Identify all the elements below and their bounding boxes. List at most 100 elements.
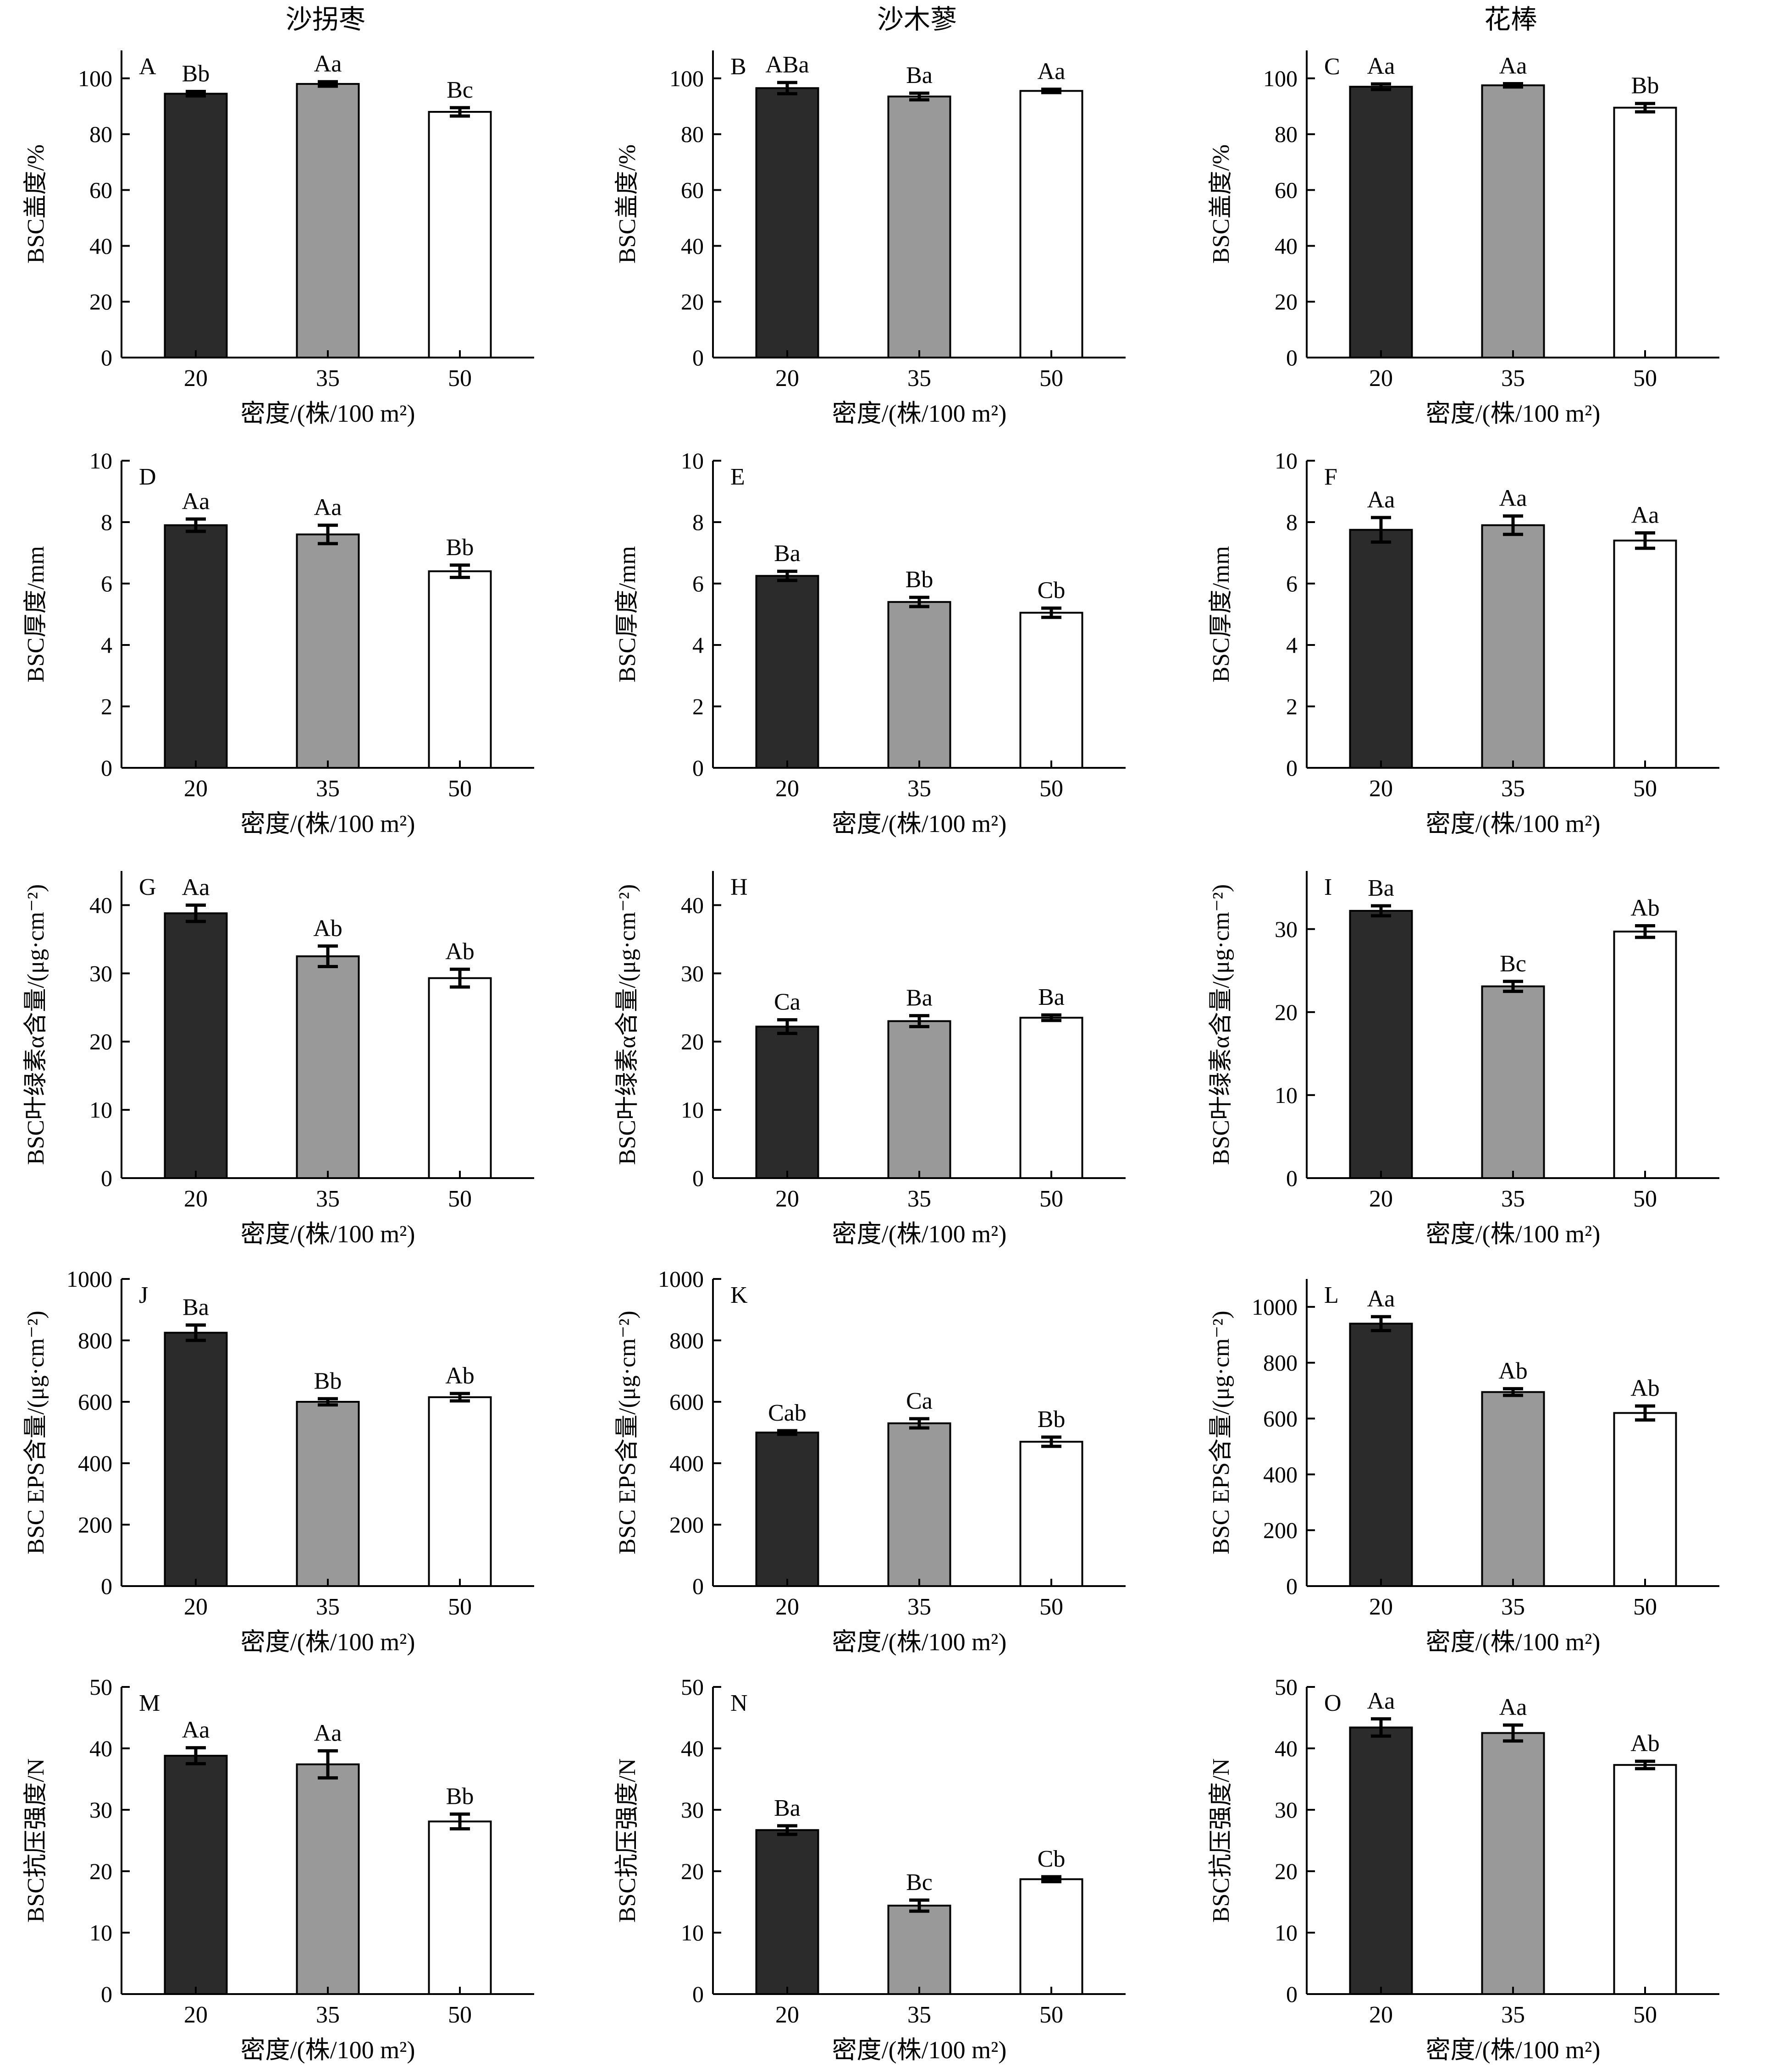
y-tick-label: 800	[669, 1328, 704, 1353]
significance-label: Aa	[1367, 1688, 1395, 1714]
y-tick-label: 6	[101, 571, 112, 596]
y-tick-label: 0	[1286, 1573, 1298, 1599]
y-tick-label: 10	[1275, 448, 1298, 474]
bar	[164, 912, 228, 1179]
y-tick-label: 0	[692, 1165, 704, 1191]
bar	[1613, 540, 1677, 769]
bar	[1613, 106, 1677, 358]
x-tick-label: 20	[1369, 365, 1393, 391]
significance-label: Aa	[314, 495, 342, 521]
significance-label: Aa	[1499, 485, 1527, 512]
y-tick-label: 10	[1275, 1920, 1298, 1945]
bar	[755, 575, 819, 769]
panel-G: 0 10 20 30 40 G BSC叶绿素α含量/(μg·cm⁻²) Aa 20 Ab 35 Ab 5…	[23, 871, 534, 1248]
y-tick-label: 30	[681, 1797, 704, 1823]
significance-label: Aa	[182, 874, 210, 900]
bar	[755, 87, 819, 358]
bar	[1349, 909, 1413, 1179]
x-tick-label: 35	[907, 2002, 931, 2028]
bar	[1019, 90, 1083, 358]
panel-letter: O	[1324, 1690, 1342, 1716]
bar	[1481, 524, 1545, 769]
significance-label: Ab	[313, 915, 342, 942]
bar	[1481, 985, 1545, 1179]
bar	[1349, 86, 1413, 358]
x-axis-label: 密度/(株/100 m²)	[832, 1628, 1007, 1656]
significance-label: Ab	[1498, 1358, 1528, 1384]
bar	[755, 1025, 819, 1179]
x-tick-label: 35	[907, 776, 931, 802]
x-axis-label: 密度/(株/100 m²)	[1426, 1628, 1601, 1656]
bar	[755, 1829, 819, 1995]
bar	[164, 1755, 228, 1995]
panel-D: 0 2 4 6 8 10 D BSC厚度/mm Aa 20 Aa 35 Bb 50 密度/(株/100 m²…	[23, 448, 534, 838]
y-tick-label: 400	[1263, 1461, 1298, 1487]
significance-label: Bc	[1500, 951, 1526, 977]
column-title-1: 沙拐枣	[286, 5, 365, 34]
bar	[296, 1763, 360, 1995]
x-tick-label: 50	[1633, 1186, 1657, 1212]
x-tick-label: 35	[316, 365, 340, 391]
bar	[428, 1820, 492, 1995]
significance-label: Aa	[182, 488, 210, 514]
x-axis-label: 密度/(株/100 m²)	[241, 810, 415, 838]
x-tick-label: 20	[775, 2002, 799, 2028]
bar	[1481, 1391, 1545, 1587]
panel-I: 0 10 20 30 I BSC叶绿素α含量/(μg·cm⁻²) Ba 20 Bc 35 Ab 50 密…	[1208, 871, 1719, 1248]
x-tick-label: 50	[448, 2002, 472, 2028]
y-tick-label: 0	[101, 1981, 112, 2007]
panel-letter: B	[730, 54, 746, 80]
y-tick-label: 800	[1263, 1350, 1298, 1376]
y-axis-label: BSC叶绿素α含量/(μg·cm⁻²)	[1208, 884, 1234, 1165]
x-tick-label: 35	[907, 1594, 931, 1620]
bar	[887, 1422, 951, 1587]
y-axis-label: BSC EPS含量/(μg·cm⁻²)	[614, 1311, 641, 1554]
panel-N: 0 10 20 30 40 50 N BSC抗压强度/N Ba 20 Bc 35 Cb 50 密度/(株/1…	[614, 1674, 1126, 2064]
significance-label: Bb	[446, 1783, 474, 1809]
y-tick-label: 20	[681, 1858, 704, 1884]
bar	[164, 1332, 228, 1587]
x-axis-label: 密度/(株/100 m²)	[241, 1220, 415, 1248]
significance-label: Ab	[1630, 895, 1660, 921]
significance-label: Ca	[774, 989, 801, 1015]
y-tick-label: 50	[89, 1674, 112, 1700]
significance-label: ABa	[765, 52, 809, 78]
significance-label: Bb	[1631, 73, 1659, 99]
y-tick-label: 10	[89, 1920, 112, 1945]
y-tick-label: 60	[681, 177, 704, 203]
y-tick-label: 10	[681, 448, 704, 474]
significance-label: Bb	[906, 567, 933, 593]
panel-K: 0 200 400 600 800 1000 K BSC EPS含量/(μg·cm⁻²) Cab…	[614, 1266, 1126, 1656]
significance-label: Aa	[1367, 1286, 1395, 1312]
y-axis-label: BSC抗压强度/N	[1208, 1758, 1234, 1923]
panel-L: 0 200 400 600 800 1000 L BSC EPS含量/(μg·cm⁻²) Aa 2…	[1208, 1279, 1719, 1656]
y-tick-label: 200	[669, 1512, 704, 1537]
x-tick-label: 50	[1039, 1594, 1063, 1620]
y-tick-label: 2	[101, 694, 112, 719]
x-tick-label: 35	[1501, 776, 1525, 802]
significance-label: Bb	[446, 535, 474, 561]
y-axis-label: BSC叶绿素α含量/(μg·cm⁻²)	[23, 884, 49, 1165]
significance-label: Bc	[447, 77, 473, 103]
y-tick-label: 1000	[1252, 1294, 1298, 1320]
x-tick-label: 50	[448, 776, 472, 802]
bar	[1613, 1764, 1677, 1995]
x-tick-label: 35	[907, 365, 931, 391]
y-tick-label: 0	[101, 1165, 112, 1191]
y-tick-label: 40	[89, 892, 112, 918]
x-tick-label: 50	[1039, 365, 1063, 391]
y-tick-label: 30	[1275, 1797, 1298, 1823]
x-axis-label: 密度/(株/100 m²)	[1426, 1220, 1601, 1248]
y-tick-label: 60	[89, 177, 112, 203]
x-tick-label: 50	[1633, 365, 1657, 391]
x-tick-label: 50	[448, 1594, 472, 1620]
significance-label: Ab	[1630, 1730, 1660, 1757]
y-tick-label: 0	[1286, 1165, 1298, 1191]
y-tick-label: 20	[89, 289, 112, 314]
x-tick-label: 50	[1039, 776, 1063, 802]
x-axis-label: 密度/(株/100 m²)	[1426, 2036, 1601, 2064]
y-axis-label: BSC抗压强度/N	[614, 1758, 641, 1923]
y-tick-label: 200	[78, 1512, 112, 1537]
y-tick-label: 20	[1275, 999, 1298, 1025]
